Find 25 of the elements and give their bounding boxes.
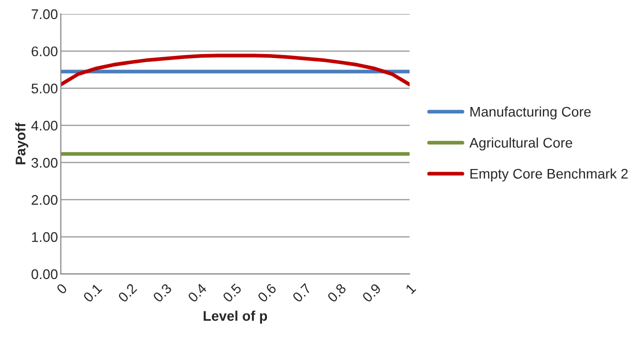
- x-axis-title: Level of p: [204, 310, 268, 324]
- y-tick-label: 4.00: [31, 120, 58, 131]
- x-tick-label: 0.7: [292, 283, 312, 303]
- x-tick-label: 0.1: [82, 283, 102, 303]
- x-tick-label: 0: [56, 282, 68, 295]
- y-tick-label: 7.00: [32, 9, 58, 20]
- x-tick-label: 0.4: [187, 282, 208, 303]
- legend-label: Empty Core Benchmark 2: [470, 168, 628, 182]
- y-tick-label: 3.00: [32, 158, 58, 168]
- x-tick-label: 0.9: [362, 283, 382, 303]
- x-tick-label: 0.5: [222, 282, 242, 303]
- y-tick-label: 1.00: [32, 232, 58, 242]
- y-tick-label: 6.00: [32, 46, 58, 56]
- x-tick-label: 1: [405, 283, 416, 294]
- line-series: [60, 54, 410, 86]
- x-tick-label: 0.3: [152, 282, 172, 303]
- y-tick-label: 2.00: [32, 195, 58, 205]
- x-tick-label: 0.8: [326, 282, 347, 303]
- x-tick-label: 0.6: [257, 282, 277, 303]
- y-axis-title: Payoff: [15, 122, 28, 164]
- x-tick-label: 0.2: [118, 283, 138, 303]
- y-tick-label: 5.00: [32, 84, 58, 94]
- y-tick-label: 0.00: [32, 269, 58, 280]
- legend-label: Manufacturing Core: [470, 106, 591, 120]
- legend-label: Agricultural Core: [469, 137, 572, 150]
